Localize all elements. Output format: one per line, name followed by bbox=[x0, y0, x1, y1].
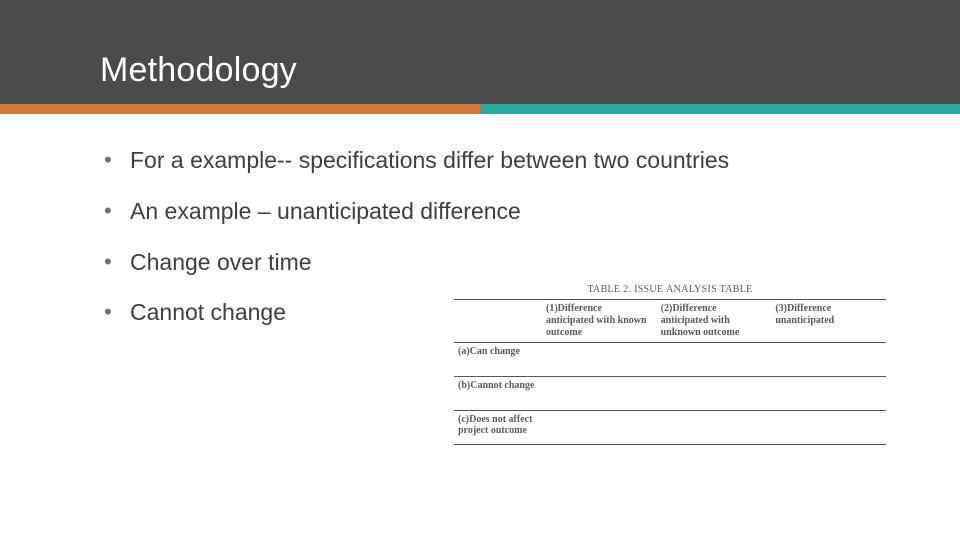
bullet-item: An example – unanticipated difference bbox=[100, 197, 860, 226]
table-header-row: (1)Difference anticipated with known out… bbox=[454, 300, 886, 343]
figure-caption-prefix: TABLE 2. ISSUE bbox=[587, 284, 666, 295]
table-cell bbox=[542, 411, 657, 445]
bullet-item: For a example-- specifications differ be… bbox=[100, 146, 860, 175]
table-cell bbox=[771, 411, 886, 445]
table-row: (b)Cannot change bbox=[454, 377, 886, 411]
slide-title: Methodology bbox=[100, 51, 297, 90]
table-cell bbox=[771, 343, 886, 377]
figure-caption-sc: ANALYSIS TABLE bbox=[666, 284, 752, 295]
col-header: (2)Difference anticipated with unknown o… bbox=[657, 300, 772, 343]
table-row: (c)Does not affect project outcome bbox=[454, 411, 886, 445]
col-header: (1)Difference anticipated with known out… bbox=[542, 300, 657, 343]
issue-analysis-table: (1)Difference anticipated with known out… bbox=[454, 299, 886, 445]
row-header: (b)Cannot change bbox=[454, 377, 542, 411]
table-cell bbox=[542, 343, 657, 377]
table-corner bbox=[454, 300, 542, 343]
figure-caption: TABLE 2. ISSUE ANALYSIS TABLE bbox=[454, 278, 886, 299]
col-header: (3)Difference unanticipated bbox=[771, 300, 886, 343]
table-cell bbox=[657, 377, 772, 411]
accent-stripe-orange bbox=[0, 104, 480, 114]
table-cell bbox=[657, 411, 772, 445]
bullet-item: Change over time bbox=[100, 248, 860, 277]
row-header: (a)Can change bbox=[454, 343, 542, 377]
table-row: (a)Can change bbox=[454, 343, 886, 377]
table-cell bbox=[542, 377, 657, 411]
accent-stripe-teal bbox=[480, 104, 960, 114]
table-cell bbox=[771, 377, 886, 411]
slide-header: Methodology bbox=[0, 0, 960, 104]
issue-analysis-figure: TABLE 2. ISSUE ANALYSIS TABLE (1)Differe… bbox=[454, 278, 886, 445]
accent-stripe bbox=[0, 104, 960, 114]
row-header: (c)Does not affect project outcome bbox=[454, 411, 542, 445]
table-cell bbox=[657, 343, 772, 377]
